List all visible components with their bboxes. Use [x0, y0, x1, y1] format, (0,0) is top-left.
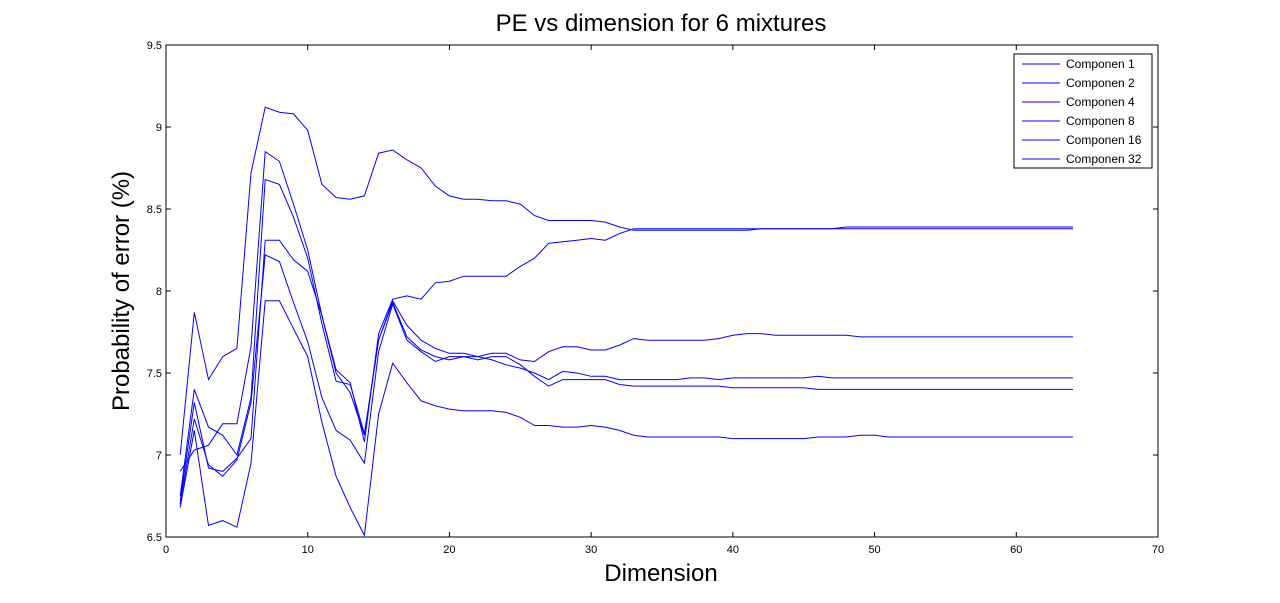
y-axis: 6.5 7 7.5 8 8.5 9 9.5 [147, 40, 1158, 544]
y-tick-label: 8 [156, 286, 162, 298]
x-axis-label: Dimension [604, 560, 717, 587]
x-tick-label: 20 [443, 544, 455, 556]
x-tick-label: 60 [1010, 544, 1022, 556]
y-tick-label: 6.5 [147, 532, 162, 544]
legend: Componen 1 Componen 2 Componen 4 Componen 8… [1013, 53, 1153, 169]
x-tick-label: 10 [302, 544, 314, 556]
legend-entry: Componen 8 [1066, 114, 1135, 128]
y-axis-label: Probability of error (%) [108, 171, 135, 411]
chart-title: PE vs dimension for 6 mixtures [496, 10, 827, 37]
series-line-5 [179, 254, 1073, 505]
y-tick-label: 9 [156, 122, 162, 134]
x-tick-label: 30 [585, 544, 597, 556]
legend-entry: Componen 2 [1066, 76, 1135, 90]
legend-box [1013, 53, 1153, 169]
x-tick-label: 50 [868, 544, 880, 556]
legend-entry: Componen 32 [1066, 152, 1142, 166]
y-tick-label: 8.5 [147, 204, 162, 216]
x-tick-label: 70 [1152, 544, 1164, 556]
x-tick-label: 0 [163, 544, 169, 556]
x-axis: 0 10 20 30 40 50 60 70 [163, 45, 1164, 556]
legend-entry: Componen 16 [1066, 133, 1142, 147]
y-tick-label: 9.5 [147, 40, 162, 52]
legend-entry: Componen 4 [1066, 95, 1135, 109]
y-tick-label: 7 [156, 450, 162, 462]
series-line-1 [179, 106, 1073, 456]
legend-entry: Componen 1 [1066, 57, 1135, 71]
x-tick-label: 40 [727, 544, 739, 556]
series-lines [179, 106, 1073, 538]
series-line-4 [179, 239, 1073, 501]
series-line-3 [179, 178, 1073, 497]
y-tick-label: 7.5 [147, 368, 162, 380]
plot-area [165, 44, 1159, 538]
series-line-6 [179, 300, 1073, 538]
